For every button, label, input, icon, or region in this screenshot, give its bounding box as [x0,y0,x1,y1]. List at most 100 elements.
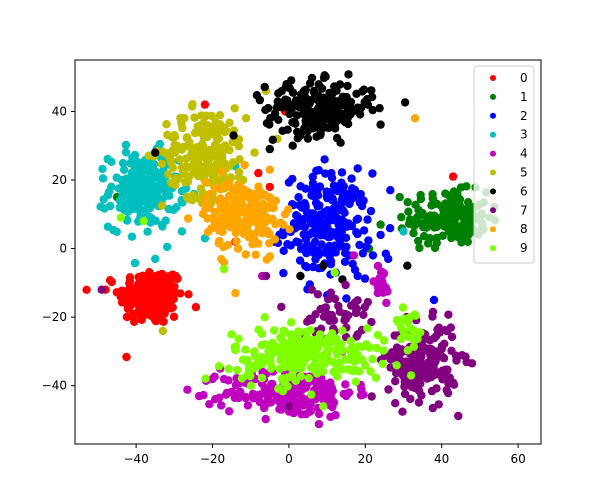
data-point [162,120,171,129]
data-point [337,168,347,177]
data-point [260,82,269,92]
data-point [393,344,402,353]
data-point [265,239,274,248]
data-point [351,377,360,386]
data-point [328,205,338,214]
data-point [279,268,288,278]
data-point [433,347,442,356]
data-point [346,347,356,357]
data-point [121,148,131,157]
data-point [277,399,286,408]
data-point [305,79,315,88]
data-point [319,355,328,364]
data-point [288,118,297,127]
data-point [201,178,211,187]
data-point [358,249,368,258]
data-point [260,313,269,322]
data-point [103,222,113,231]
data-point [457,206,466,215]
data-point [228,206,237,215]
data-point [122,216,132,225]
data-point [135,273,144,283]
data-point [262,119,272,128]
data-point [344,219,353,228]
data-point [231,186,240,196]
data-point [295,327,305,337]
data-point [276,333,285,342]
data-point [161,302,170,311]
data-point [404,207,413,216]
series-2 [269,155,439,305]
legend-label: 9 [520,241,528,255]
data-point [243,401,253,410]
data-point [302,327,311,336]
data-point [195,391,204,401]
data-point [323,310,333,319]
data-point [197,166,206,175]
data-point [301,98,310,108]
data-point [97,285,106,294]
data-point [149,288,158,298]
data-point [330,268,339,277]
data-point [274,115,283,125]
data-point [341,380,350,389]
data-point [278,126,287,135]
data-point [322,221,332,231]
data-point [315,201,324,210]
legend-label: 8 [520,222,528,236]
data-point [257,373,267,383]
data-point [307,285,316,294]
data-point [268,214,277,224]
y-tick-label: −20 [42,310,67,324]
data-point [347,301,356,310]
data-point [341,280,350,290]
data-point [464,230,473,240]
data-point [430,243,440,253]
data-point [234,141,243,151]
data-point [149,312,158,321]
data-point [172,203,181,212]
x-tick-label: −40 [123,452,148,466]
legend-marker [490,188,496,195]
data-point [107,157,116,166]
data-point [197,111,206,120]
data-point [391,377,400,386]
data-point [261,271,271,281]
data-point [261,388,271,397]
data-point [447,346,456,355]
legend-label: 3 [520,128,528,142]
data-point [320,71,329,80]
data-point [293,385,302,394]
data-point [313,367,322,376]
data-point [157,201,167,210]
data-point [315,182,325,191]
data-point [156,282,166,292]
data-point [323,340,332,350]
data-point [157,159,167,168]
y-tick-label: −40 [42,379,67,393]
data-point [163,151,172,160]
data-point [216,194,225,203]
data-point [250,352,260,361]
data-point [177,163,187,172]
data-point [320,155,329,164]
data-point [359,310,368,319]
data-point [327,168,336,178]
data-point [428,190,437,199]
data-point [282,352,291,362]
data-point [155,139,164,149]
data-point [98,174,108,183]
data-point [314,80,323,89]
data-point [219,258,229,267]
data-point [289,219,299,228]
data-point [353,164,362,173]
data-point [343,113,352,123]
data-point [398,407,407,416]
data-point [261,340,270,349]
data-point [175,155,185,164]
data-point [231,288,240,298]
data-point [119,165,129,174]
data-point [233,365,242,375]
data-point [360,302,370,312]
